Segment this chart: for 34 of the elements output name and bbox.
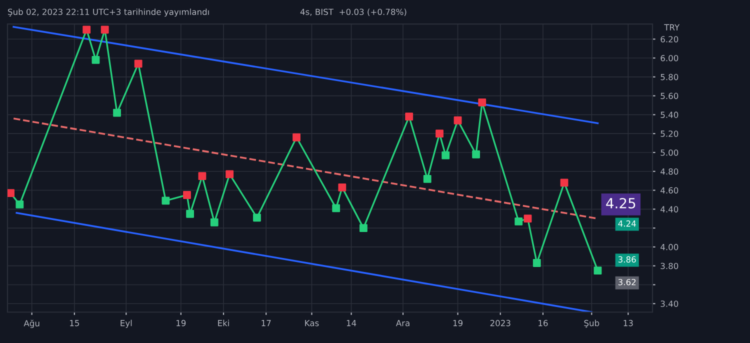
x-tick-label: 17 [262, 320, 271, 326]
y-tick-label: 5.20 [660, 130, 678, 137]
x-tick-label: 16 [538, 320, 548, 326]
y-tick-label: 5.80 [660, 74, 678, 80]
y-tick-label: 4.80 [660, 168, 678, 175]
annotation: 4.24 [618, 220, 636, 227]
annotation: 3.62 [618, 278, 636, 286]
x-tick-label: Kas [305, 320, 319, 326]
y-tick-label: 6.20 [660, 36, 678, 42]
y-tick-label: 4.40 [660, 206, 678, 212]
y-tick-label: 4.60 [660, 187, 678, 194]
text: Şub 02, 2023 22:11 UTC+3 tarihinde yayımlandı [8, 8, 209, 17]
x-tick-label: Eki [218, 320, 229, 326]
y-tick-label: 4.00 [660, 244, 678, 250]
x-tick-label: 14 [346, 320, 356, 326]
x-tick-label: 15 [70, 320, 80, 326]
y-axis-title: TRY [664, 24, 680, 30]
x-tick-label: Eyl [120, 320, 132, 328]
y-tick-label: 6.00 [660, 55, 678, 62]
annotation: 4.25 [606, 198, 636, 208]
x-tick-label: Şub [584, 320, 600, 328]
y-tick-label: 5.00 [660, 149, 678, 156]
y-tick-label: 5.40 [660, 112, 678, 118]
y-tick-label: 3.80 [660, 262, 678, 270]
x-tick-label: Ara [396, 320, 410, 326]
text: 4s, BIST +0.03 (+0.78%) [300, 8, 406, 16]
y-tick-label: 5.60 [660, 92, 678, 100]
x-tick-label: 19 [453, 320, 462, 326]
x-tick-label: 2023 [490, 320, 510, 326]
y-tick-label: 3.40 [660, 300, 678, 307]
x-tick-label: Ağu [24, 320, 40, 328]
x-tick-label: 19 [176, 320, 186, 326]
x-tick-label: 13 [624, 320, 633, 326]
annotation: 3.86 [618, 256, 636, 263]
